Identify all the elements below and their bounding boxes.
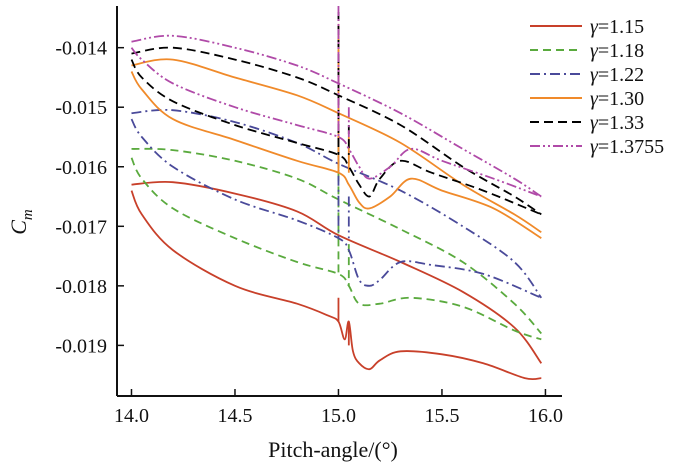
legend-value: =1.30 [598,88,644,110]
series-1-lower-branch [130,190,542,381]
y-tick-label: -0.015 [55,97,107,119]
y-axis-label-main: C [6,220,31,235]
series-5-lower-branch [130,59,542,216]
y-tick-label: -0.019 [55,335,107,357]
legend-item: γ=1.33 [530,112,644,134]
series-3-upper-branch [131,108,543,299]
legend-value: =1.33 [598,112,644,134]
legend-label: γ=1.22 [590,64,644,86]
legend-gamma-symbol: γ [590,136,599,158]
y-tick-label: -0.014 [55,38,107,60]
legend-label: γ=1.18 [590,40,644,62]
y-axis-label: Cm [6,209,36,235]
legend-label: γ=1.3755 [590,136,664,158]
x-axis-label: Pitch-angle/(°) [268,437,398,462]
series-6 [130,6,542,198]
legend-item: γ=1.30 [530,88,644,110]
y-tick-label: -0.016 [55,157,107,179]
x-tick-label: 15.5 [424,405,459,427]
x-tick-label: 16.0 [528,405,563,427]
y-axis-label-sub: m [20,209,36,220]
legend-label: γ=1.33 [590,112,644,134]
legend-gamma-symbol: γ [590,112,599,134]
series-layer [130,6,543,381]
legend-value: =1.15 [598,16,644,38]
x-tick-label: 14.5 [217,405,252,427]
series-6-lower-branch [130,47,542,198]
plot-area: 14.0 14.5 15.0 15.5 16.0 -0.014 -0.015 -0.016 -0… [55,6,563,427]
legend-value: =1.18 [598,40,644,62]
y-tick-label: -0.017 [55,216,107,238]
legend-gamma-symbol: γ [590,64,599,86]
x-tick-label: 14.0 [114,405,149,427]
legend-gamma-symbol: γ [590,40,599,62]
series-4 [130,23,542,239]
series-5-upper-branch [131,46,542,216]
series-1 [130,180,543,381]
legend-gamma-symbol: γ [590,88,599,110]
legend-label: γ=1.30 [590,88,644,110]
series-4-lower-branch [130,71,542,239]
legend-gamma-symbol: γ [590,16,599,38]
legend-item: γ=1.18 [530,40,644,62]
series-3 [130,35,543,299]
legend-label: γ=1.15 [590,16,644,38]
x-tick-label: 15.0 [321,405,356,427]
tick-layer: 14.0 14.5 15.0 15.5 16.0 -0.014 -0.015 -0.016 -0… [55,38,563,427]
legend: γ=1.15γ=1.18γ=1.22γ=1.30γ=1.33γ=1.3755 [530,16,664,158]
legend-value: =1.3755 [598,136,664,158]
series-1-upper-branch [131,180,543,364]
legend-value: =1.22 [598,64,644,86]
legend-item: γ=1.22 [530,64,644,86]
y-tick-label: -0.018 [55,276,107,298]
series-3-lower-branch [130,118,542,299]
legend-item: γ=1.15 [530,16,644,38]
series-4-upper-branch [131,58,542,234]
legend-item: γ=1.3755 [530,136,664,158]
